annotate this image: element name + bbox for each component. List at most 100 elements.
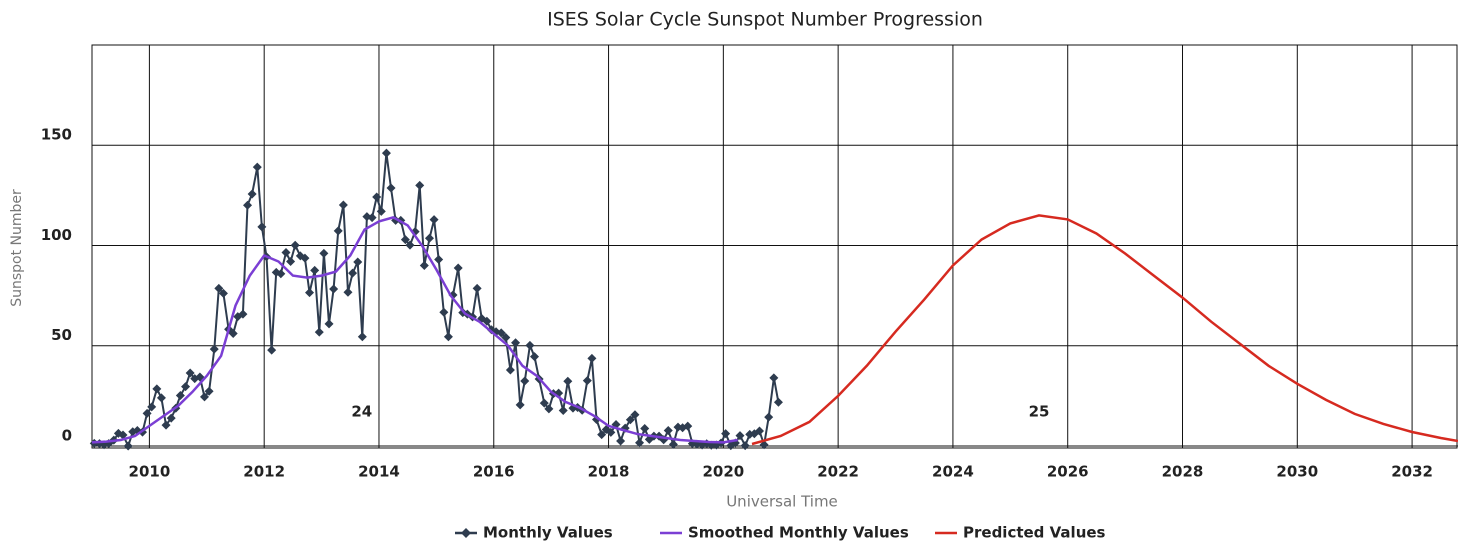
- data-point: [343, 287, 353, 297]
- data-point: [147, 402, 157, 412]
- data-point: [247, 189, 257, 199]
- data-point: [310, 265, 320, 275]
- data-point: [434, 255, 444, 265]
- x-tick-label: 2018: [588, 463, 630, 481]
- data-point: [764, 412, 774, 422]
- data-point: [166, 413, 176, 423]
- data-point: [209, 344, 219, 354]
- data-point: [453, 263, 463, 273]
- data-point: [314, 327, 324, 337]
- data-point: [290, 240, 300, 250]
- data-point: [228, 329, 238, 339]
- data-point: [281, 248, 291, 258]
- annotation: 25: [1029, 402, 1050, 420]
- series-line: [91, 216, 738, 444]
- data-point: [415, 180, 425, 190]
- chart-title: ISES Solar Cycle Sunspot Number Progress…: [547, 9, 983, 31]
- legend-item: Smoothed Monthly Values: [660, 524, 909, 542]
- data-point: [505, 365, 515, 375]
- data-point: [218, 288, 228, 298]
- data-point: [558, 406, 568, 416]
- data-point: [630, 410, 640, 420]
- data-point: [333, 226, 343, 236]
- data-point: [338, 200, 348, 210]
- data-point: [429, 215, 439, 225]
- data-point: [386, 183, 396, 193]
- data-point: [243, 200, 253, 210]
- data-point: [305, 288, 315, 298]
- annotation: 24: [351, 402, 372, 420]
- data-point: [773, 397, 783, 407]
- legend-label: Smoothed Monthly Values: [688, 524, 909, 542]
- data-point: [329, 284, 339, 294]
- x-tick-label: 2030: [1276, 463, 1318, 481]
- data-point: [668, 439, 678, 449]
- data-point: [530, 352, 540, 362]
- x-axis-title: Universal Time: [726, 493, 838, 511]
- data-point: [482, 316, 492, 326]
- data-point: [515, 400, 525, 410]
- data-point: [267, 345, 277, 355]
- data-point: [175, 390, 185, 400]
- data-point: [257, 222, 267, 232]
- legend-label: Monthly Values: [483, 524, 613, 542]
- data-point: [142, 408, 152, 418]
- y-tick-label: 50: [51, 326, 72, 344]
- legend: Monthly Values Smoothed Monthly Values Pre…: [455, 524, 1106, 542]
- data-point: [511, 338, 521, 348]
- x-tick-label: 2012: [243, 463, 285, 481]
- data-point: [587, 353, 597, 363]
- data-point: [443, 332, 453, 342]
- data-point: [376, 206, 386, 216]
- x-tick-label: 2028: [1162, 463, 1204, 481]
- data-point: [161, 420, 171, 430]
- data-point: [419, 261, 429, 271]
- data-point: [123, 441, 133, 451]
- data-point: [238, 309, 248, 319]
- data-point: [372, 192, 382, 202]
- data-point: [152, 384, 162, 394]
- data-point: [520, 376, 530, 386]
- data-point: [721, 429, 731, 439]
- x-tick-label: 2024: [932, 463, 974, 481]
- plot-frame: [91, 44, 1458, 449]
- data-point: [185, 368, 195, 378]
- x-tick-label: 2010: [129, 463, 171, 481]
- x-tick-label: 2026: [1047, 463, 1089, 481]
- x-tick-label: 2014: [358, 463, 400, 481]
- data-point: [635, 438, 645, 448]
- data-point: [204, 386, 214, 396]
- data-point: [367, 213, 377, 223]
- legend-marker: [461, 528, 471, 538]
- data-point: [769, 373, 779, 383]
- data-point: [496, 328, 506, 338]
- legend-label: Predicted Values: [963, 524, 1106, 542]
- y-tick-label: 0: [62, 426, 72, 444]
- x-tick-label: 2022: [817, 463, 859, 481]
- data-point: [439, 307, 449, 317]
- data-point: [501, 333, 511, 343]
- data-point: [324, 319, 334, 329]
- y-tick-label: 150: [41, 126, 72, 144]
- data-point: [286, 257, 296, 267]
- data-point: [597, 430, 607, 440]
- data-point: [381, 148, 391, 158]
- data-point: [181, 382, 191, 392]
- data-point: [539, 398, 549, 408]
- data-point: [353, 257, 363, 267]
- x-tick-label: 2032: [1391, 463, 1433, 481]
- data-point: [199, 392, 209, 402]
- data-point: [740, 441, 750, 451]
- data-point: [755, 426, 765, 436]
- data-point: [400, 235, 410, 245]
- data-point: [735, 431, 745, 441]
- data-point: [544, 404, 554, 414]
- x-tick-label: 2016: [473, 463, 515, 481]
- data-point: [118, 430, 128, 440]
- data-point: [606, 427, 616, 437]
- data-point: [252, 162, 262, 172]
- data-point: [625, 415, 635, 425]
- series-line: [94, 152, 780, 449]
- data-point: [319, 248, 329, 258]
